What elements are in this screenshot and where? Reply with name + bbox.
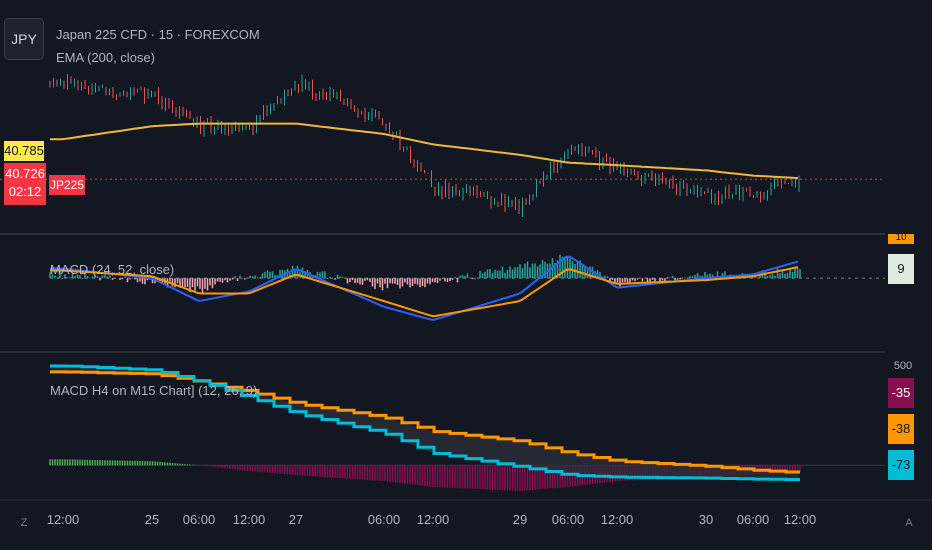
macd-signal-line bbox=[50, 266, 799, 318]
time-tick-label: 25 bbox=[144, 512, 160, 527]
time-tick-label: 12:00 bbox=[416, 512, 450, 527]
ema-line bbox=[50, 122, 799, 180]
ema-price-tag: 40.785 bbox=[4, 141, 44, 161]
time-tick-label: 27 bbox=[288, 512, 304, 527]
macd-value-tag: 9 bbox=[888, 254, 914, 284]
last-price-value: 40.726 bbox=[5, 166, 45, 181]
symbol-search-button[interactable]: JPY bbox=[4, 18, 44, 60]
time-tick-label: 06:00 bbox=[367, 512, 401, 527]
macd2-scale-label: 500 bbox=[893, 360, 913, 372]
time-tick-label: 12:00 bbox=[232, 512, 266, 527]
time-tick-label: 12:00 bbox=[46, 512, 80, 527]
macd-h4-legend[interactable]: MACD H4 on M15 Chart] (12, 26, 9) bbox=[50, 383, 258, 398]
macd2-macd-tag: -73 bbox=[888, 450, 914, 480]
zoom-toggle-button[interactable]: Z bbox=[20, 517, 28, 529]
time-tick-label: 12:00 bbox=[783, 512, 817, 527]
macd2-macd-line bbox=[50, 364, 800, 481]
macd2-signal-tag: -38 bbox=[888, 414, 914, 444]
time-tick-label: 06:00 bbox=[736, 512, 770, 527]
time-tick-label: 06:00 bbox=[551, 512, 585, 527]
chart-title-legend[interactable]: Japan 225 CFD · 15 · FOREXCOM bbox=[56, 27, 260, 42]
time-tick-label: 06:00 bbox=[182, 512, 216, 527]
macd-signal-scale-tag: 10 bbox=[888, 234, 914, 244]
last-price-tag: 40.726 02:12 bbox=[4, 163, 46, 205]
ema-legend[interactable]: EMA (200, close) bbox=[56, 50, 155, 65]
time-tick-label: 30 bbox=[698, 512, 714, 527]
bar-countdown: 02:12 bbox=[8, 184, 42, 199]
macd-legend[interactable]: MACD (24, 52, close) bbox=[50, 262, 175, 277]
auto-scale-button[interactable]: A bbox=[905, 517, 913, 529]
time-tick-label: 29 bbox=[512, 512, 528, 527]
time-tick-label: 12:00 bbox=[600, 512, 634, 527]
macd2-histogram-tag: -35 bbox=[888, 378, 914, 408]
symbol-price-label: JP225 bbox=[49, 175, 85, 195]
